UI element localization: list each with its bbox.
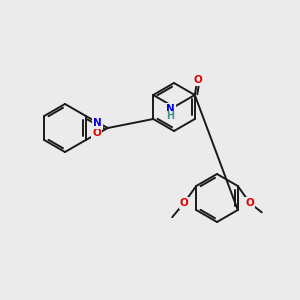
Text: N: N: [166, 104, 174, 114]
Text: H: H: [166, 111, 174, 121]
Text: O: O: [194, 75, 202, 85]
Text: O: O: [92, 128, 101, 138]
Text: N: N: [93, 118, 102, 128]
Text: O: O: [245, 198, 254, 208]
Text: O: O: [180, 198, 189, 208]
